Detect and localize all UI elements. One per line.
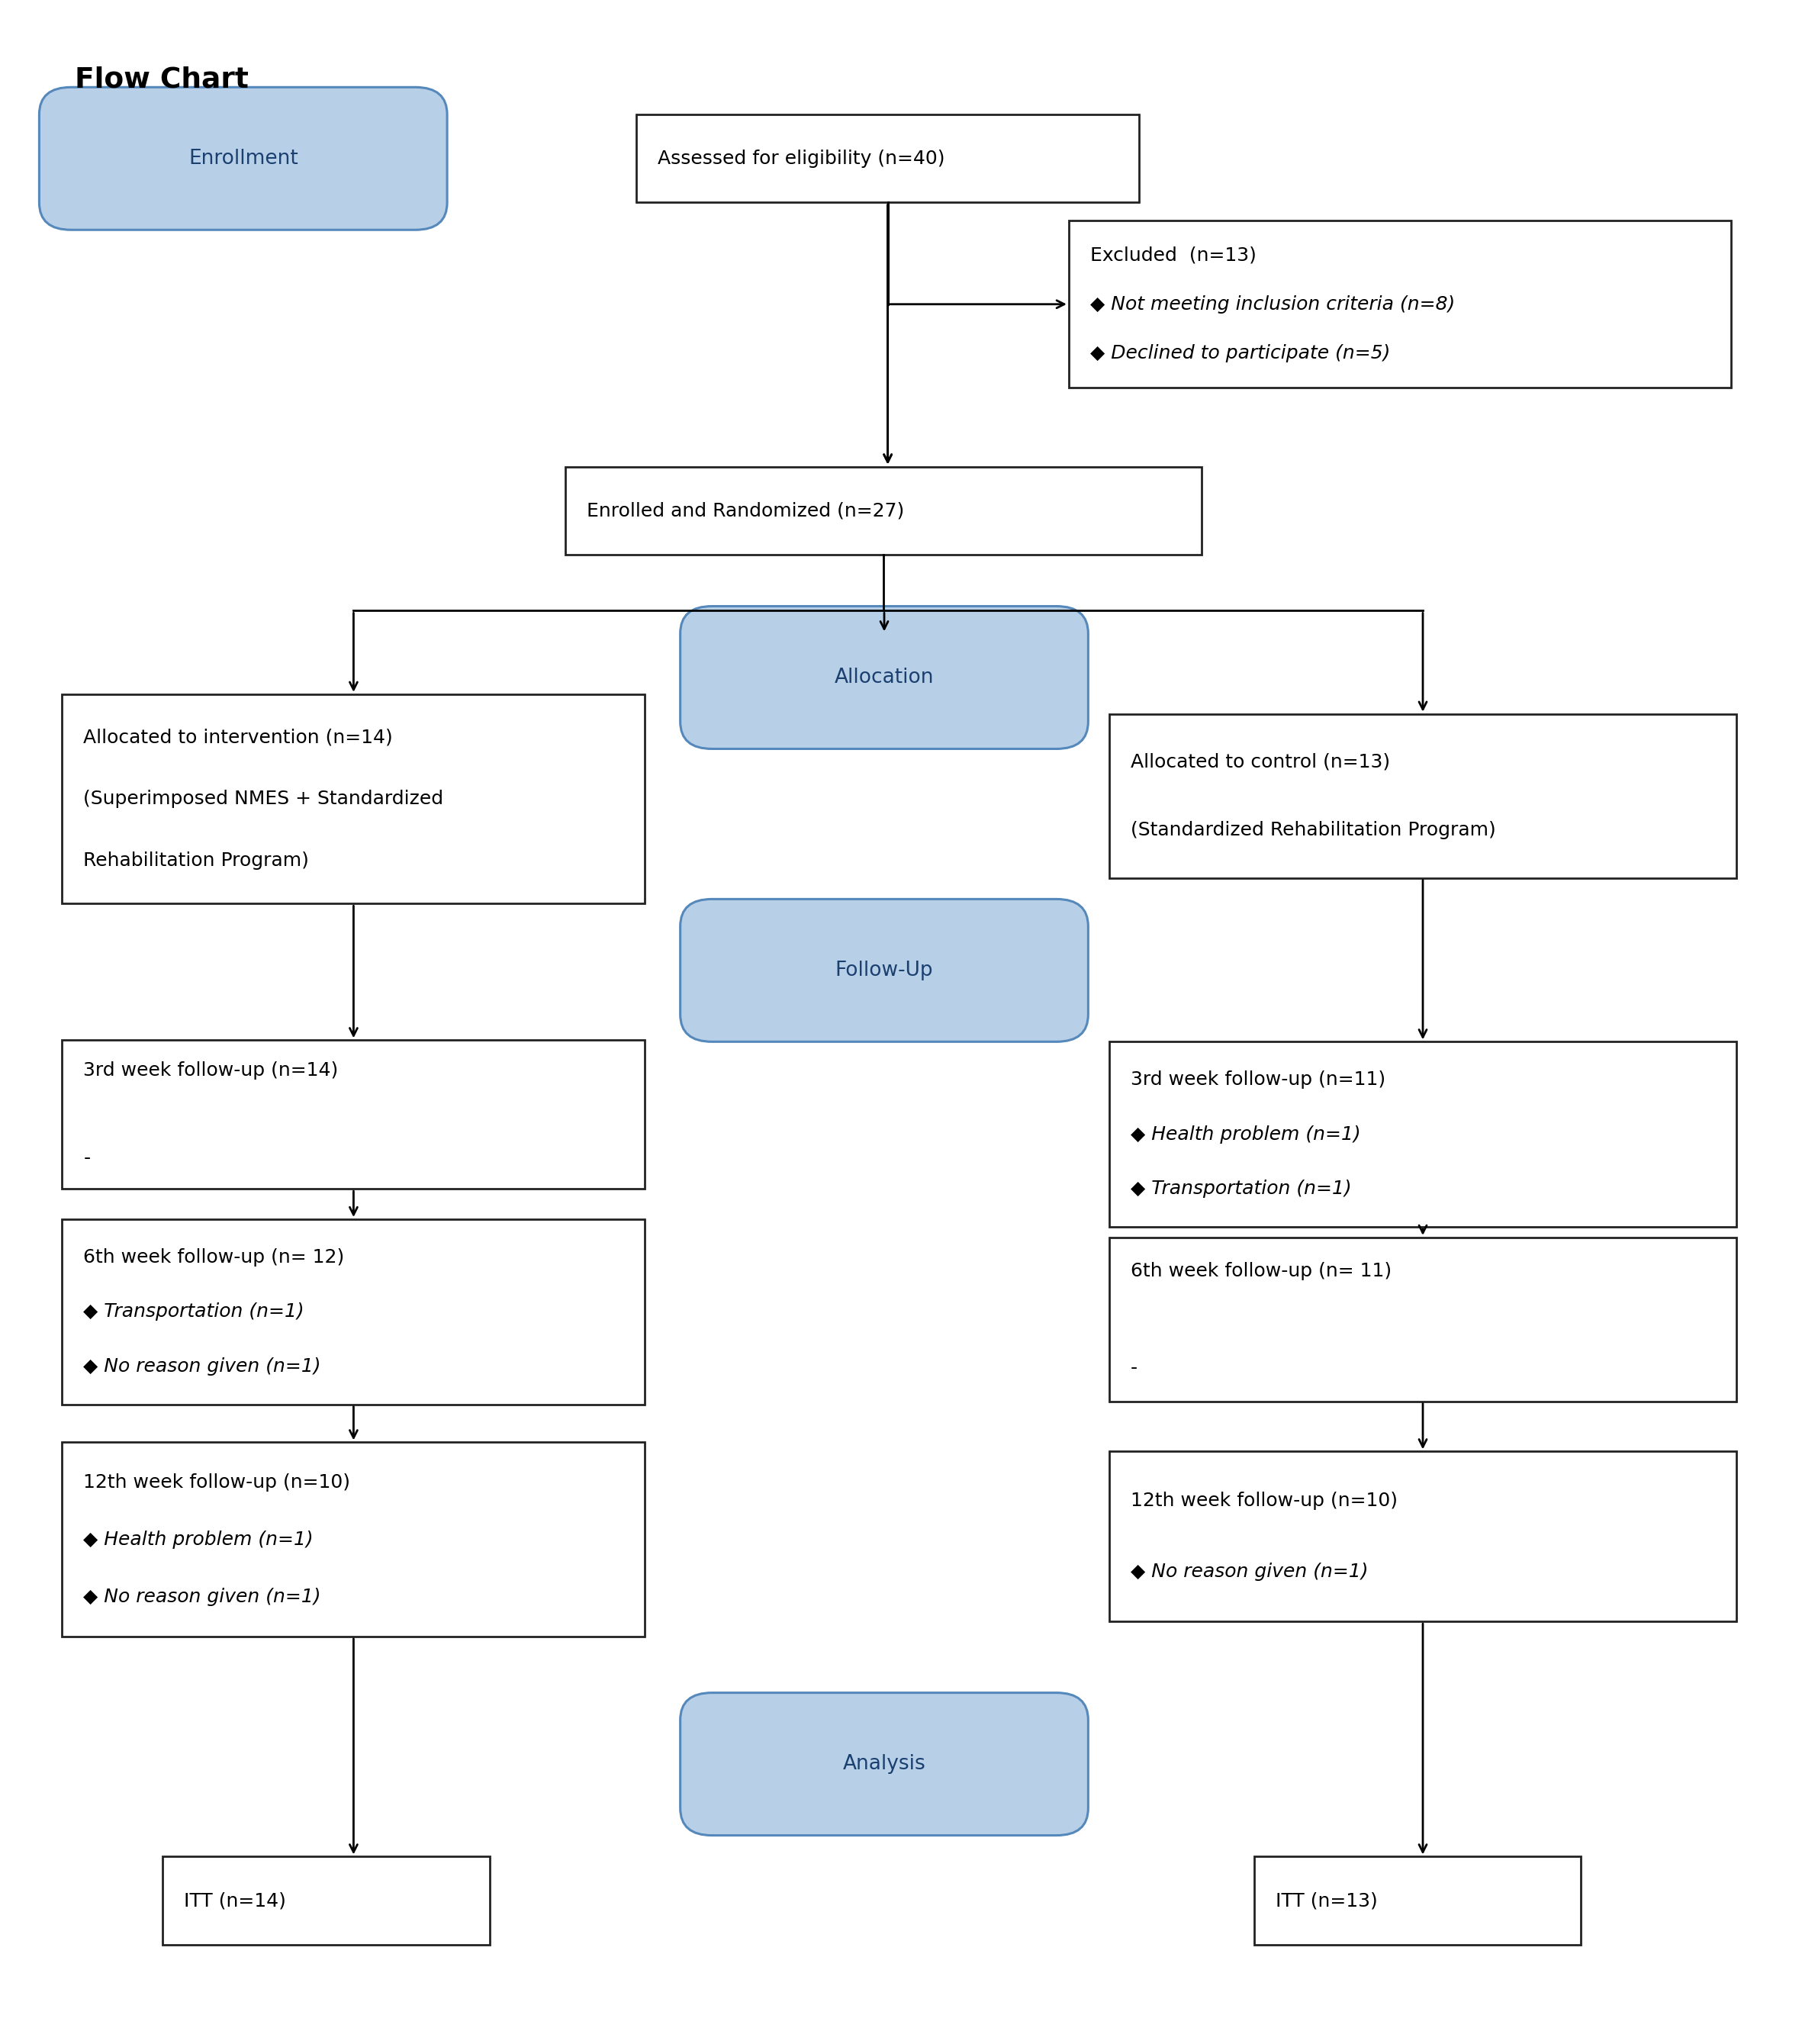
- FancyBboxPatch shape: [1254, 1856, 1580, 1944]
- Text: Allocation: Allocation: [834, 668, 933, 687]
- FancyBboxPatch shape: [1110, 713, 1737, 877]
- FancyBboxPatch shape: [1069, 221, 1732, 388]
- Text: -: -: [83, 1149, 90, 1167]
- Text: Flow Chart: Flow Chart: [74, 65, 249, 94]
- Text: ◆ Health problem (n=1): ◆ Health problem (n=1): [83, 1531, 314, 1549]
- FancyBboxPatch shape: [636, 114, 1139, 202]
- Text: (Superimposed NMES + Standardized: (Superimposed NMES + Standardized: [83, 789, 443, 807]
- FancyBboxPatch shape: [1110, 1451, 1737, 1621]
- FancyBboxPatch shape: [1110, 1042, 1737, 1226]
- Text: 3rd week follow-up (n=11): 3rd week follow-up (n=11): [1130, 1071, 1386, 1089]
- Text: ITT (n=14): ITT (n=14): [184, 1891, 287, 1909]
- Text: 6th week follow-up (n= 12): 6th week follow-up (n= 12): [83, 1249, 344, 1267]
- Text: Allocated to intervention (n=14): Allocated to intervention (n=14): [83, 728, 393, 746]
- Text: Rehabilitation Program): Rehabilitation Program): [83, 852, 310, 869]
- Text: Enrolled and Randomized (n=27): Enrolled and Randomized (n=27): [587, 501, 905, 519]
- Text: ◆ Transportation (n=1): ◆ Transportation (n=1): [83, 1302, 305, 1320]
- Text: ◆ No reason given (n=1): ◆ No reason given (n=1): [83, 1357, 321, 1376]
- Text: Excluded  (n=13): Excluded (n=13): [1090, 245, 1256, 264]
- Text: Follow-Up: Follow-Up: [834, 961, 933, 981]
- FancyBboxPatch shape: [681, 899, 1088, 1042]
- Text: Assessed for eligibility (n=40): Assessed for eligibility (n=40): [658, 149, 944, 168]
- Text: ◆ Declined to participate (n=5): ◆ Declined to participate (n=5): [1090, 343, 1389, 362]
- Text: 12th week follow-up (n=10): 12th week follow-up (n=10): [1130, 1492, 1398, 1511]
- FancyBboxPatch shape: [681, 607, 1088, 748]
- FancyBboxPatch shape: [162, 1856, 490, 1944]
- Text: ◆ Not meeting inclusion criteria (n=8): ◆ Not meeting inclusion criteria (n=8): [1090, 294, 1454, 313]
- Text: ◆ Transportation (n=1): ◆ Transportation (n=1): [1130, 1179, 1352, 1198]
- Text: Analysis: Analysis: [843, 1754, 926, 1774]
- FancyBboxPatch shape: [61, 695, 645, 903]
- Text: (Standardized Rehabilitation Program): (Standardized Rehabilitation Program): [1130, 822, 1496, 840]
- Text: Enrollment: Enrollment: [189, 149, 297, 168]
- FancyBboxPatch shape: [61, 1220, 645, 1404]
- Text: Allocated to control (n=13): Allocated to control (n=13): [1130, 752, 1389, 771]
- Text: 12th week follow-up (n=10): 12th week follow-up (n=10): [83, 1474, 350, 1492]
- Text: ◆ Health problem (n=1): ◆ Health problem (n=1): [1130, 1124, 1361, 1143]
- FancyBboxPatch shape: [1110, 1237, 1737, 1402]
- Text: ITT (n=13): ITT (n=13): [1276, 1891, 1377, 1909]
- Text: ◆ No reason given (n=1): ◆ No reason given (n=1): [83, 1588, 321, 1607]
- FancyBboxPatch shape: [681, 1692, 1088, 1836]
- FancyBboxPatch shape: [40, 88, 447, 229]
- FancyBboxPatch shape: [566, 466, 1202, 554]
- Text: ◆ No reason given (n=1): ◆ No reason given (n=1): [1130, 1564, 1368, 1580]
- Text: 3rd week follow-up (n=14): 3rd week follow-up (n=14): [83, 1061, 339, 1079]
- Text: 6th week follow-up (n= 11): 6th week follow-up (n= 11): [1130, 1261, 1391, 1280]
- FancyBboxPatch shape: [61, 1040, 645, 1190]
- Text: -: -: [1130, 1359, 1137, 1378]
- FancyBboxPatch shape: [61, 1443, 645, 1637]
